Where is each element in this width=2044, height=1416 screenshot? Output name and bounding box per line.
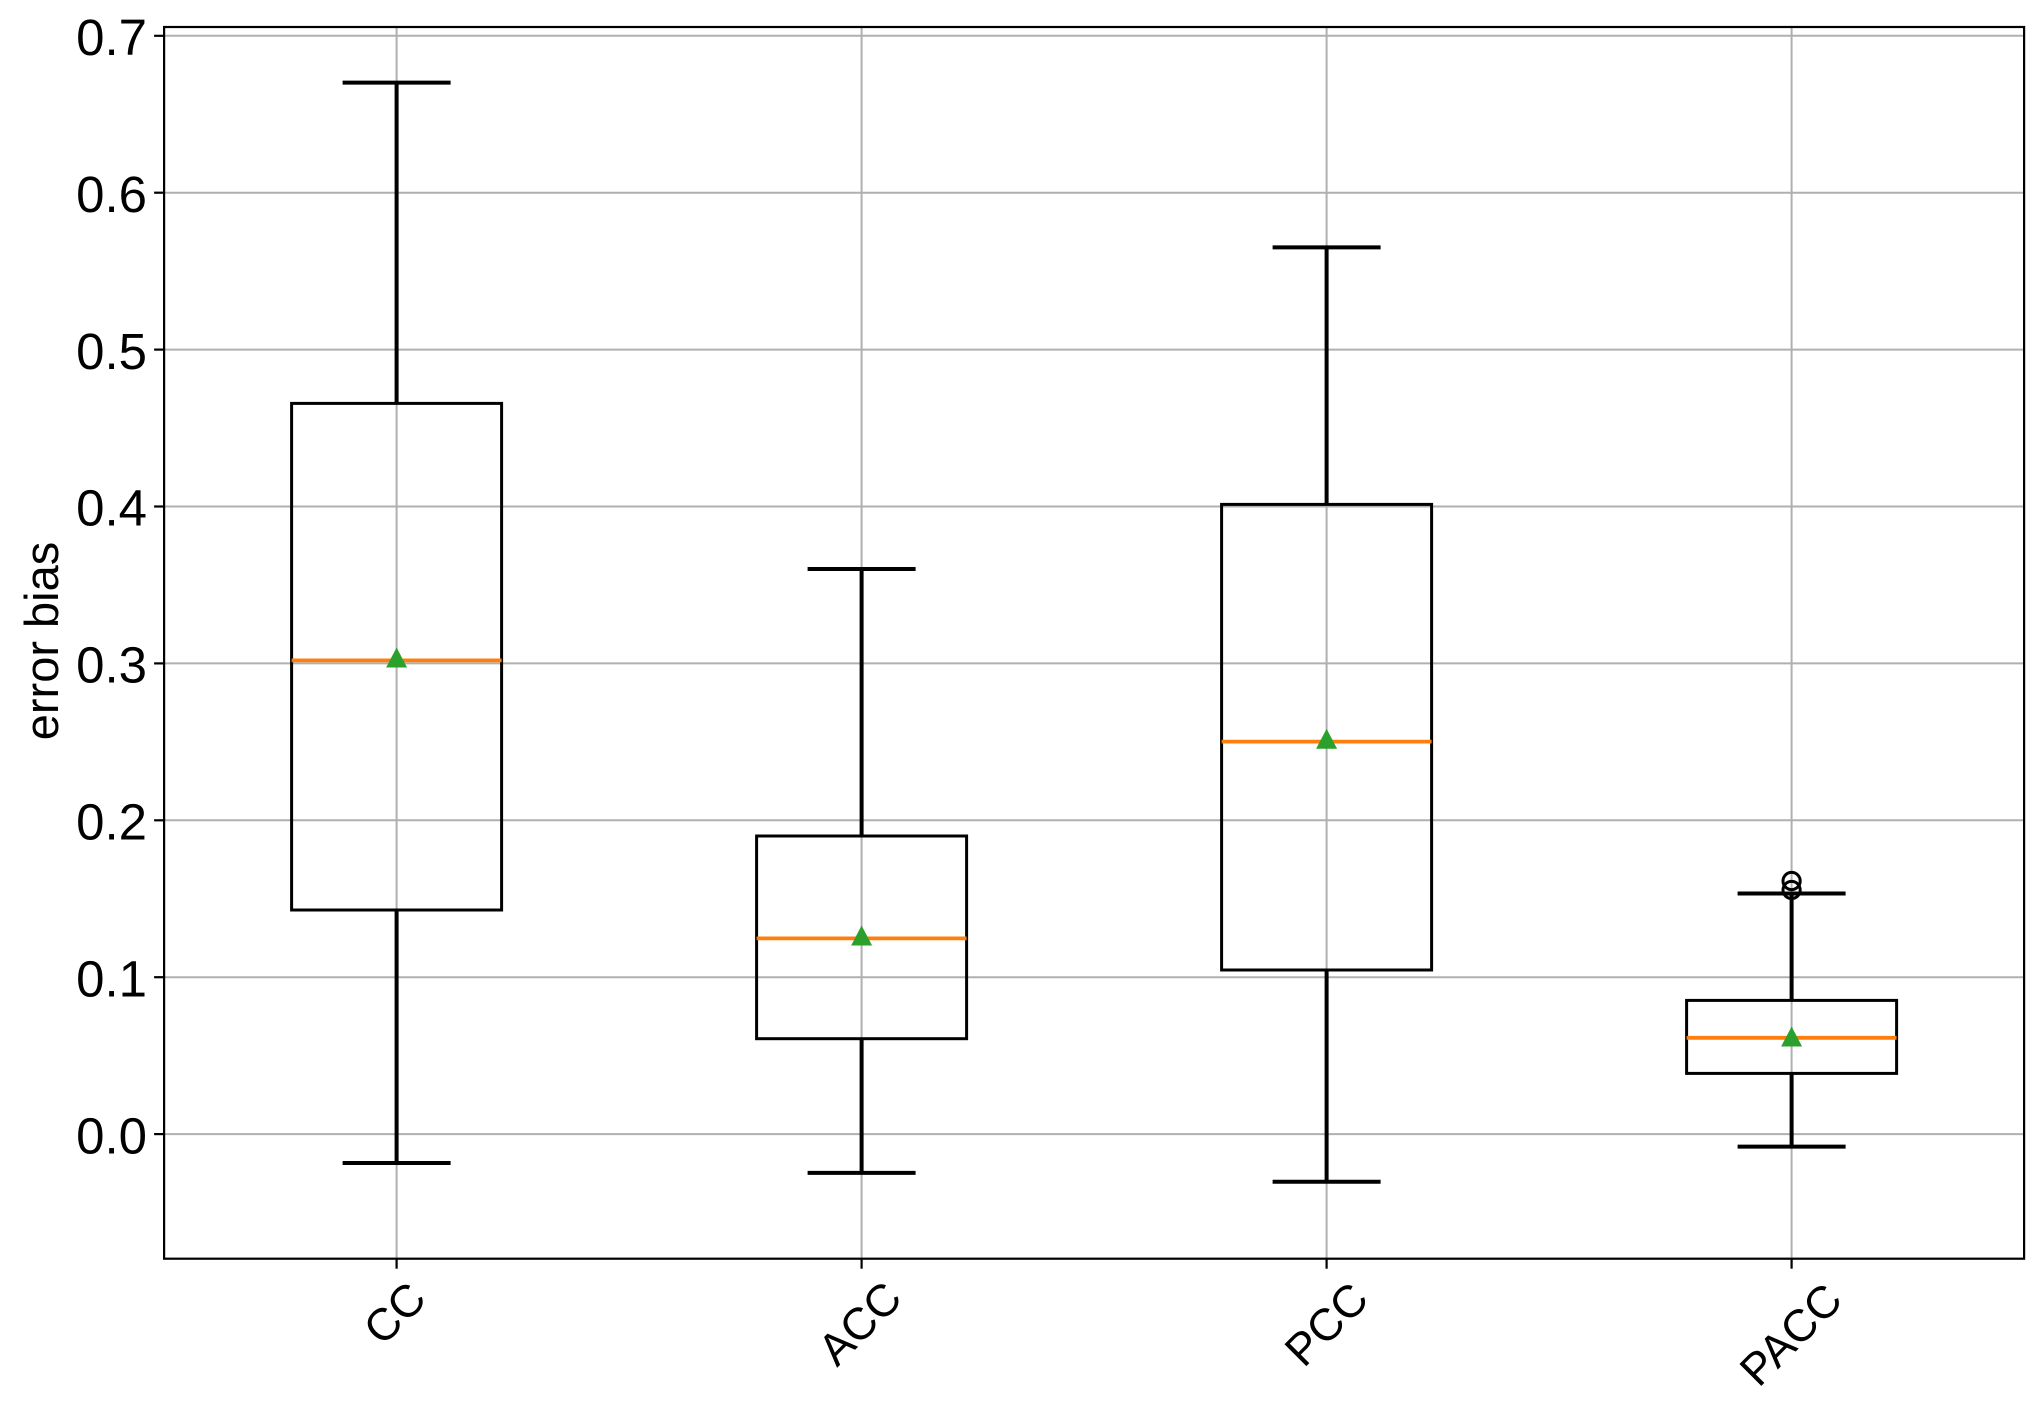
svg-text:0.3: 0.3: [76, 637, 147, 694]
svg-text:0.0: 0.0: [76, 1107, 147, 1164]
svg-text:0.2: 0.2: [76, 794, 147, 851]
svg-text:0.1: 0.1: [76, 950, 147, 1007]
svg-text:0.4: 0.4: [76, 480, 147, 537]
svg-text:0.6: 0.6: [76, 166, 147, 223]
svg-text:0.7: 0.7: [76, 9, 147, 66]
svg-text:0.5: 0.5: [76, 323, 147, 380]
svg-text:error bias: error bias: [15, 542, 68, 741]
